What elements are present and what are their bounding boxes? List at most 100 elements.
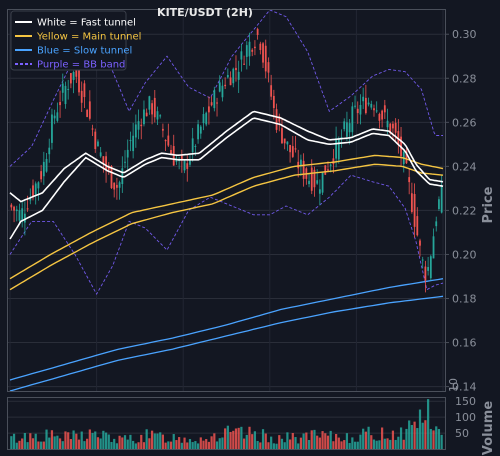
candle-body bbox=[373, 108, 375, 111]
volume-bar bbox=[408, 420, 411, 449]
candle-body bbox=[427, 267, 430, 271]
candle-body bbox=[410, 193, 413, 212]
candle-body bbox=[316, 180, 319, 184]
volume-bar bbox=[275, 443, 278, 449]
candle-body bbox=[300, 159, 302, 166]
volume-bar bbox=[261, 429, 265, 449]
candle-body bbox=[23, 213, 26, 223]
volume-bar bbox=[416, 428, 419, 449]
volume-bar bbox=[226, 425, 229, 449]
candle-body bbox=[191, 138, 194, 153]
volume-bar bbox=[31, 438, 35, 449]
candle-body bbox=[13, 206, 15, 211]
candle-body bbox=[67, 88, 70, 90]
volume-bar bbox=[286, 432, 289, 449]
candle-body bbox=[254, 46, 256, 49]
volume-bar bbox=[421, 422, 424, 449]
candle-body bbox=[237, 71, 240, 80]
candle-body bbox=[48, 147, 51, 155]
volume-bar bbox=[23, 432, 26, 449]
candle-body bbox=[235, 67, 237, 71]
candle-body bbox=[354, 105, 356, 107]
candle-body bbox=[137, 121, 140, 130]
volume-bar bbox=[118, 435, 121, 449]
volume-bar bbox=[164, 442, 167, 449]
volume-bar bbox=[242, 438, 246, 449]
volume-bar bbox=[313, 429, 316, 449]
volume-bar bbox=[88, 429, 91, 449]
candle-body bbox=[248, 41, 251, 57]
candle-body bbox=[264, 45, 267, 72]
candle-body bbox=[356, 108, 359, 114]
volume-bar bbox=[21, 438, 24, 449]
volume-bar bbox=[337, 437, 340, 449]
candle-body bbox=[226, 74, 229, 78]
candle-body bbox=[86, 109, 89, 117]
volume-bar bbox=[389, 439, 392, 449]
candle-body bbox=[172, 146, 175, 166]
legend-label: White = Fast tunnel bbox=[37, 18, 136, 29]
volume-bar bbox=[294, 437, 297, 449]
candle-body bbox=[375, 110, 378, 112]
volume-bar bbox=[115, 443, 118, 449]
volume-bar bbox=[359, 434, 362, 449]
candle-body bbox=[245, 45, 248, 57]
volume-bar bbox=[178, 437, 181, 449]
volume-bar bbox=[153, 433, 156, 449]
volume-bar bbox=[148, 438, 151, 449]
fast-lower-line bbox=[9, 117, 444, 240]
candle-body bbox=[56, 112, 59, 121]
candle-body bbox=[435, 221, 438, 227]
volume-bar bbox=[264, 433, 267, 449]
volume-bar bbox=[345, 433, 349, 449]
volume-bar bbox=[113, 438, 116, 449]
candle-body bbox=[291, 146, 294, 157]
candle-body bbox=[186, 163, 189, 169]
candle-body bbox=[364, 97, 367, 114]
volume-bar bbox=[283, 442, 286, 449]
volume-bar bbox=[435, 426, 438, 449]
candle-body bbox=[308, 180, 310, 185]
volume-bar bbox=[42, 441, 45, 449]
main-tunnel-lines bbox=[9, 154, 444, 291]
candle-body bbox=[61, 83, 64, 93]
candle-body bbox=[59, 102, 61, 106]
bb-upper-line bbox=[9, 9, 443, 167]
volume-bar bbox=[45, 429, 48, 449]
candle-body bbox=[91, 128, 94, 130]
candle-body bbox=[110, 166, 113, 189]
candle-body bbox=[421, 259, 424, 261]
slow-upper-line bbox=[9, 278, 444, 381]
volume-tick-label: 150 bbox=[455, 395, 476, 408]
volume-bar bbox=[86, 438, 89, 449]
volume-bar bbox=[159, 432, 162, 449]
candle-body bbox=[134, 124, 137, 138]
candle-body bbox=[232, 68, 235, 84]
candle-body bbox=[208, 106, 210, 113]
legend-label: Blue = Slow tunnel bbox=[37, 46, 132, 57]
volume-bar bbox=[26, 442, 29, 449]
volume-bar bbox=[399, 427, 403, 449]
volume-bar bbox=[12, 433, 16, 449]
candle-body bbox=[408, 177, 411, 183]
volume-bar bbox=[270, 436, 273, 449]
volume-bar bbox=[107, 434, 110, 449]
candle-body bbox=[34, 183, 37, 195]
candlesticks bbox=[10, 27, 443, 293]
volume-bar bbox=[402, 439, 405, 449]
candle-body bbox=[124, 161, 126, 163]
candle-body bbox=[143, 109, 145, 125]
candle-body bbox=[75, 66, 78, 77]
candle-body bbox=[145, 112, 148, 117]
volume-bar bbox=[427, 399, 430, 449]
candle-body bbox=[302, 160, 305, 179]
volume-bar bbox=[213, 433, 216, 449]
candle-body bbox=[329, 164, 332, 166]
volume-bar bbox=[196, 443, 200, 449]
volume-bar bbox=[229, 431, 232, 449]
volume-bar bbox=[232, 430, 235, 449]
volume-bar bbox=[413, 421, 416, 449]
candle-body bbox=[156, 111, 159, 120]
volume-bar bbox=[40, 441, 43, 449]
candle-body bbox=[183, 160, 186, 171]
